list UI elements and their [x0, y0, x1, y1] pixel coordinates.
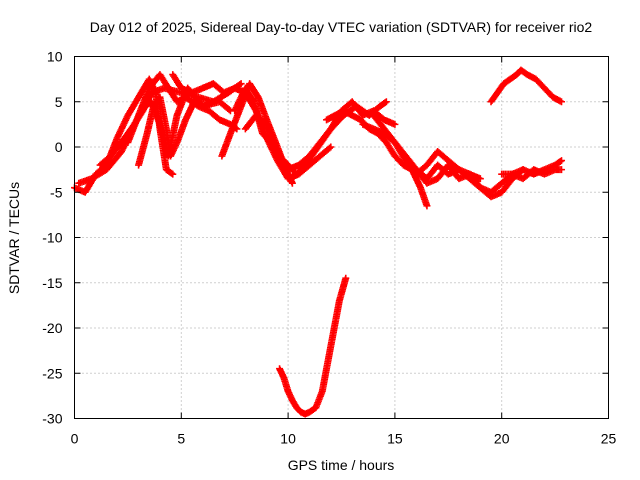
data-point [249, 96, 257, 104]
data-point [325, 144, 333, 152]
x-tick-label: 15 [387, 431, 403, 447]
data-series-arc-10 [276, 274, 350, 418]
y-tick-label: 0 [55, 139, 63, 155]
data-point [381, 99, 389, 107]
x-axis-title: GPS time / hours [288, 457, 395, 473]
x-tick-label: 0 [71, 431, 79, 447]
axis-ticks: 0 5 10 15 20 25 -30 -25 -20 -15 -10 -5 0 5 10 [42, 49, 616, 447]
data-point [225, 106, 233, 114]
data-point [169, 170, 177, 178]
plot-area [71, 66, 566, 418]
y-tick-label: -5 [50, 184, 63, 200]
y-tick-label: -15 [42, 275, 62, 291]
data-series-arc-7 [218, 80, 296, 187]
y-tick-label: 10 [47, 49, 63, 65]
data-point [237, 80, 245, 88]
y-tick-label: 5 [55, 94, 63, 110]
data-series-arc-5 [135, 93, 217, 169]
data-point [391, 120, 399, 128]
data-point [558, 166, 566, 174]
x-tick-label: 10 [280, 431, 296, 447]
data-point [558, 157, 566, 165]
data-series-arc-15 [498, 157, 566, 178]
data-series-arc-4 [124, 71, 241, 146]
data-series-arc-16 [487, 66, 566, 106]
y-tick-label: -25 [42, 365, 62, 381]
y-axis-title: SDTVAR / TECUs [6, 182, 22, 294]
y-tick-label: -30 [42, 411, 62, 427]
plot-frame [74, 56, 609, 419]
data-point [167, 169, 175, 177]
y-tick-label: -20 [42, 320, 62, 336]
chart-title: Day 012 of 2025, Sidereal Day-to-day VTE… [90, 19, 593, 35]
data-point [423, 202, 431, 210]
x-tick-label: 20 [494, 431, 510, 447]
x-tick-label: 5 [177, 431, 185, 447]
data-point [288, 179, 296, 187]
data-point [476, 175, 484, 183]
y-tick-label: -10 [42, 230, 62, 246]
data-point [342, 274, 350, 282]
data-point [558, 98, 566, 106]
data-series-arc-9 [241, 98, 399, 174]
data-point [327, 143, 335, 151]
data-point [382, 98, 390, 106]
data-point [209, 98, 217, 106]
x-tick-label: 25 [601, 431, 617, 447]
data-point [556, 157, 564, 165]
